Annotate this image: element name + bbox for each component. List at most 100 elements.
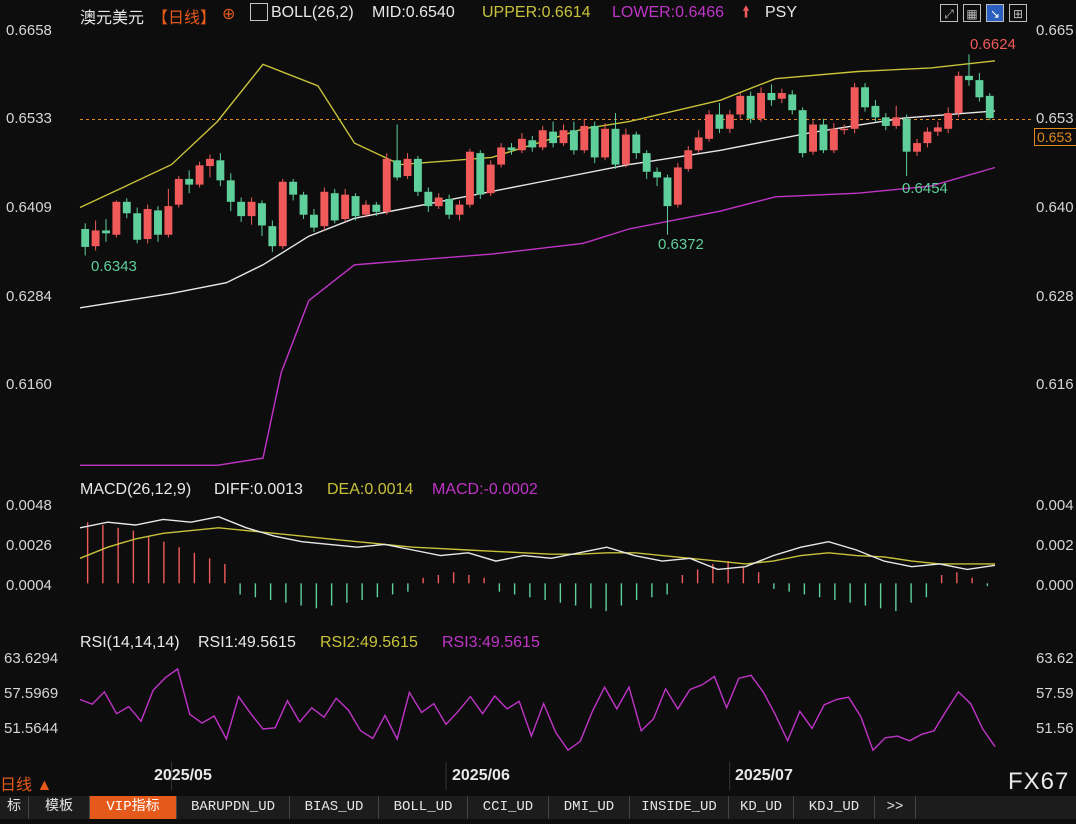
- candle-body: [777, 92, 786, 99]
- candle-body: [497, 147, 506, 165]
- candle-body: [112, 201, 121, 235]
- candle-body: [954, 75, 963, 114]
- candle-body: [621, 134, 630, 165]
- fx-label: FX67: [1008, 768, 1070, 795]
- candle-body: [590, 125, 599, 158]
- tab-more[interactable]: >>: [875, 796, 916, 819]
- candle-body: [341, 194, 350, 219]
- candle-body: [102, 230, 110, 234]
- candle-body: [559, 130, 568, 144]
- candle-body: [226, 180, 235, 202]
- candle-body: [164, 206, 173, 235]
- candle-body: [653, 171, 662, 178]
- candle-body: [247, 201, 256, 217]
- tab-kdj[interactable]: KDJ_UD: [794, 796, 875, 819]
- tab-template[interactable]: 模板: [29, 796, 90, 819]
- dea-line: [79, 527, 995, 565]
- split-icon[interactable]: ⊞: [1009, 4, 1027, 22]
- rsi2-value: RSI2:49.5615: [320, 634, 418, 651]
- arrow-up-icon[interactable]: 🠙: [742, 4, 751, 21]
- psy-label[interactable]: PSY: [765, 4, 798, 21]
- candle-body: [985, 95, 994, 119]
- candle-body: [632, 134, 641, 154]
- candle-body: [757, 92, 766, 119]
- low-annotation: 0.6372: [658, 236, 704, 253]
- candle-body: [538, 130, 547, 148]
- tab-vip-indicator[interactable]: VIP指标: [90, 796, 177, 819]
- indicator-icon[interactable]: [250, 3, 268, 21]
- candle-body: [320, 191, 329, 227]
- period-label[interactable]: 【日线】: [152, 10, 217, 27]
- rsi-line: [79, 667, 996, 752]
- candle-body: [237, 201, 246, 217]
- rsi-tick-left: 63.6294: [4, 650, 59, 667]
- candle-body: [871, 105, 880, 118]
- diff-line: [79, 515, 996, 571]
- candle-body: [278, 181, 287, 247]
- price-tick-left: 0.6160: [6, 376, 52, 393]
- candle-body: [289, 181, 298, 195]
- macd-tick-right: 0.004: [1036, 497, 1074, 514]
- candle-body: [549, 131, 558, 144]
- candle-body: [788, 94, 797, 111]
- candle-body: [91, 230, 100, 247]
- crosshair-icon[interactable]: ⊕: [222, 6, 236, 23]
- candle-body: [465, 151, 474, 205]
- macd-dea: DEA:0.0014: [327, 481, 414, 498]
- tab-bias[interactable]: BIAS_UD: [290, 796, 379, 819]
- macd-tick-left: 0.0026: [6, 537, 52, 554]
- price-tick-right: 0.616: [1036, 376, 1074, 393]
- candle-body: [206, 158, 214, 167]
- price-tick-left: 0.6284: [6, 288, 52, 305]
- candle-body: [154, 210, 162, 235]
- candle-body: [819, 124, 828, 151]
- expand-icon[interactable]: ⤢: [940, 4, 958, 22]
- grid-icon[interactable]: ▦: [963, 4, 981, 22]
- tab-kd[interactable]: KD_UD: [729, 796, 794, 819]
- rsi-tick-right: 63.62: [1036, 650, 1074, 667]
- candle-body: [528, 140, 537, 148]
- boll-lower-line: [80, 166, 996, 466]
- candle-body: [569, 130, 578, 151]
- candle-body: [580, 125, 589, 151]
- high-annotation: 0.6624: [970, 36, 1016, 53]
- tab-cci[interactable]: CCI_UD: [468, 796, 549, 819]
- candle-body: [382, 158, 391, 212]
- boll-mid-line: [79, 110, 996, 309]
- candle-body: [861, 87, 869, 108]
- tab-dmi[interactable]: DMI_UD: [549, 796, 630, 819]
- candle-body: [673, 167, 682, 205]
- period-selector[interactable]: 日线 ▲: [0, 777, 53, 794]
- price-tick-right: 0.653: [1036, 110, 1074, 127]
- candle-body: [299, 194, 308, 215]
- price-tick-right: 0.640: [1036, 199, 1074, 216]
- chart-mode-icon[interactable]: ↘: [986, 4, 1004, 22]
- candle-body: [705, 114, 714, 139]
- candle-body: [715, 114, 724, 129]
- candle-body: [746, 95, 755, 119]
- tab-boll[interactable]: BOLL_UD: [379, 796, 468, 819]
- price-tick-right: 0.628: [1036, 288, 1074, 305]
- candle-body: [372, 204, 381, 212]
- macd-diff: DIFF:0.0013: [214, 481, 303, 498]
- candle-body: [330, 193, 339, 221]
- tab-barupdn[interactable]: BARUPDN_UD: [177, 796, 290, 819]
- tab-indicator[interactable]: 标: [0, 796, 29, 819]
- candle-body: [902, 118, 911, 152]
- tab-inside[interactable]: INSIDE_UD: [630, 796, 729, 819]
- price-tick-left: 0.6409: [6, 199, 52, 216]
- candle-body: [476, 153, 485, 195]
- price-tick-right: 0.665: [1036, 22, 1074, 39]
- macd-tick-right: 0.000: [1036, 577, 1074, 594]
- indicator-tab-bar: 标 模板 VIP指标 BARUPDN_UD BIAS_UD BOLL_UD CC…: [0, 796, 1076, 819]
- candle-body: [268, 226, 277, 247]
- candle-body: [122, 201, 131, 214]
- candle-body: [829, 128, 838, 151]
- candle-body: [424, 191, 433, 207]
- candle-body: [923, 131, 932, 144]
- candle-body: [143, 208, 152, 240]
- boll-lower: LOWER:0.6466: [612, 4, 725, 21]
- candle-body: [309, 214, 318, 228]
